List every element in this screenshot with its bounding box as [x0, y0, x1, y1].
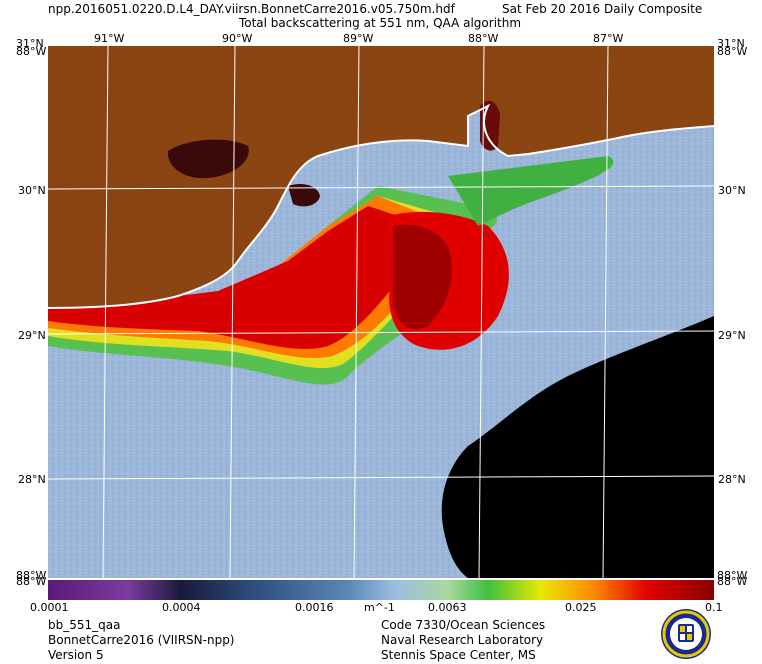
land-area [48, 46, 714, 308]
lat-label-left-28: 28°N [18, 473, 46, 486]
lake-borgne [288, 184, 320, 207]
corner-label-bottom-left: 88°W [16, 569, 47, 582]
corner-label-top-right: 31°N [717, 37, 745, 50]
corner-label-bottom-left-2: 88°W [16, 575, 47, 588]
lat-label-right-30: 30°N [718, 184, 746, 197]
colorbar-tick-0: 0.0001 [30, 601, 69, 614]
footer-org-location: Stennis Space Center, MS [381, 648, 536, 662]
product-title: Total backscattering at 551 nm, QAA algo… [238, 16, 522, 30]
corner-label-bottom-right: 88°W [717, 569, 748, 582]
colorbar [48, 580, 714, 600]
footer-product-code: bb_551_qaa [48, 618, 121, 632]
no-data-area-se [441, 316, 714, 578]
lat-label-left-29: 29°N [18, 329, 46, 342]
footer-org-code: Code 7330/Ocean Sciences [381, 618, 546, 632]
corner-label-top-left: 31°N [16, 37, 44, 50]
lon-label-91: 91°W [94, 32, 125, 45]
corner-label-top-left-lon: 88°W [16, 45, 47, 58]
lat-label-right-29: 29°N [718, 329, 746, 342]
colorbar-tick-5: 0.1 [705, 601, 723, 614]
header: npp.2016051.0220.D.L4_DAY.viirsn.BonnetC… [0, 0, 762, 34]
footer-version: Version 5 [48, 648, 104, 662]
colorbar-tick-4: 0.025 [565, 601, 597, 614]
corner-label-top-right-lon: 88°W [717, 45, 748, 58]
lat-label-right-28: 28°N [718, 473, 746, 486]
satellite-map [48, 46, 714, 578]
lon-label-88: 88°W [468, 32, 499, 45]
colorbar-units: m^-1 [364, 601, 395, 614]
footer-org-name: Naval Research Laboratory [381, 633, 544, 647]
graticule [48, 46, 714, 578]
colorbar-tick-3: 0.0063 [428, 601, 467, 614]
coastline [48, 103, 714, 309]
lon-label-89: 89°W [343, 32, 374, 45]
lake-pontchartrain [167, 139, 249, 179]
plume-green-east [448, 156, 614, 226]
lon-label-90: 90°W [222, 32, 253, 45]
colorbar-tick-1: 0.0004 [162, 601, 201, 614]
lon-label-87: 87°W [593, 32, 624, 45]
corner-label-bottom-right-2: 88°W [717, 575, 748, 588]
plume-red [48, 206, 423, 349]
filename-title: npp.2016051.0220.D.L4_DAY.viirsn.BonnetC… [48, 2, 455, 16]
plume-dark-east [393, 224, 452, 330]
nrl-seal-icon [661, 609, 711, 659]
lat-label-left-30: 30°N [18, 184, 46, 197]
date-title: Sat Feb 20 2016 Daily Composite [502, 2, 703, 16]
footer-dataset: BonnetCarre2016 (VIIRSN-npp) [48, 633, 235, 647]
colorbar-tick-2: 0.0016 [295, 601, 334, 614]
